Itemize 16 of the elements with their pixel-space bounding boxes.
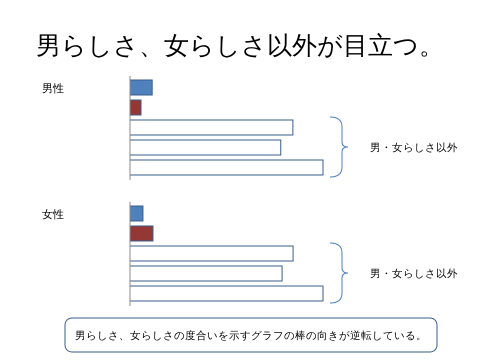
text: 男らしさ、女らしさ以外が目立つ。 [36, 31, 444, 60]
text: 男性 [42, 82, 64, 95]
bar [130, 266, 283, 282]
bar [130, 226, 154, 242]
text: 男・女らしさ以外 [370, 267, 458, 280]
bar [130, 100, 142, 116]
bar [130, 160, 324, 176]
bar [130, 246, 294, 262]
bar [130, 140, 282, 156]
bar [130, 80, 153, 96]
text: 男・女らしさ以外 [370, 141, 458, 154]
bar [130, 120, 294, 136]
text: 男らしさ、女らしさの度合いを示すグラフの棒の向きが逆転している。 [75, 329, 427, 342]
text: 女性 [42, 208, 64, 221]
bar [130, 206, 144, 222]
bar [130, 286, 324, 302]
